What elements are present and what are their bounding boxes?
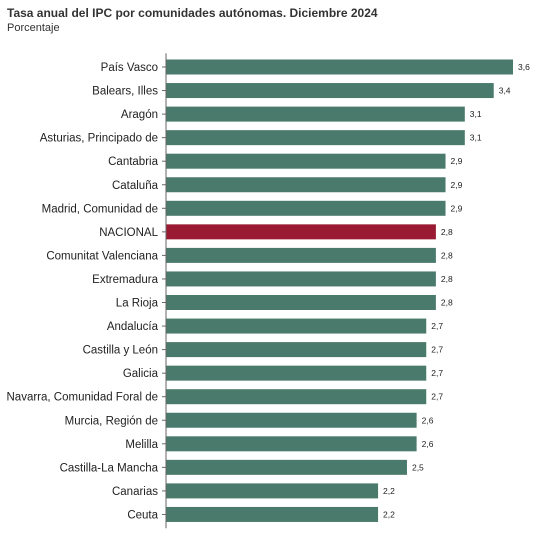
bar bbox=[166, 177, 446, 193]
value-label: 2,7 bbox=[431, 368, 443, 378]
chart-subtitle: Porcentaje bbox=[7, 22, 60, 34]
category-label: Galicia bbox=[123, 368, 159, 380]
bar bbox=[166, 365, 427, 381]
value-label: 2,9 bbox=[451, 156, 463, 166]
value-label: 3,1 bbox=[470, 109, 482, 119]
value-label: 2,9 bbox=[451, 180, 463, 190]
category-label: Extremadura bbox=[92, 274, 158, 286]
category-label: Castilla y León bbox=[83, 345, 158, 357]
bar bbox=[166, 483, 379, 499]
category-label: Balears, Illes bbox=[92, 86, 158, 98]
bar bbox=[166, 224, 436, 240]
category-label: Castilla-La Mancha bbox=[60, 462, 159, 474]
category-label: Comunitat Valenciana bbox=[46, 250, 158, 262]
bar bbox=[166, 200, 446, 216]
category-label: Ceuta bbox=[127, 509, 158, 521]
category-label: NACIONAL bbox=[99, 227, 158, 239]
category-label: Murcia, Región de bbox=[65, 415, 158, 427]
category-label: Navarra, Comunidad Foral de bbox=[7, 392, 159, 404]
bar bbox=[166, 389, 427, 405]
category-label: Cataluña bbox=[112, 180, 159, 192]
value-label: 2,9 bbox=[451, 203, 463, 213]
value-label: 2,7 bbox=[431, 345, 443, 355]
value-label: 3,6 bbox=[518, 62, 530, 72]
category-label: Canarias bbox=[112, 486, 158, 498]
chart-header: Tasa anual del IPC por comunidades autón… bbox=[7, 6, 378, 35]
value-label: 2,8 bbox=[441, 227, 453, 237]
bar bbox=[166, 412, 417, 428]
value-label: 3,4 bbox=[499, 86, 511, 96]
value-label: 2,5 bbox=[412, 462, 424, 472]
value-label: 2,6 bbox=[422, 439, 434, 449]
value-label: 2,8 bbox=[441, 298, 453, 308]
bar bbox=[166, 59, 513, 75]
bar bbox=[166, 436, 417, 452]
bar bbox=[166, 153, 446, 169]
value-label: 2,7 bbox=[431, 321, 443, 331]
value-label: 2,8 bbox=[441, 274, 453, 284]
bar bbox=[166, 271, 436, 287]
value-label: 2,8 bbox=[441, 250, 453, 260]
category-label: País Vasco bbox=[101, 62, 158, 74]
bar bbox=[166, 247, 436, 263]
bar bbox=[166, 106, 465, 122]
bar bbox=[166, 83, 494, 99]
bar bbox=[166, 459, 407, 475]
value-label: 2,2 bbox=[383, 509, 395, 519]
category-label: Aragón bbox=[121, 109, 158, 121]
value-label: 2,2 bbox=[383, 486, 395, 496]
category-label: Asturias, Principado de bbox=[40, 133, 158, 145]
bar bbox=[166, 318, 427, 334]
bar bbox=[166, 295, 436, 310]
chart-title: Tasa anual del IPC por comunidades autón… bbox=[7, 6, 378, 20]
value-label: 2,6 bbox=[422, 415, 434, 425]
category-label: La Rioja bbox=[116, 298, 159, 310]
category-label: Melilla bbox=[125, 439, 158, 451]
bar bbox=[166, 342, 427, 358]
category-label: Cantabria bbox=[108, 156, 158, 168]
bar bbox=[166, 130, 465, 146]
value-label: 3,1 bbox=[470, 133, 482, 143]
value-label: 2,7 bbox=[431, 392, 443, 402]
category-label: Madrid, Comunidad de bbox=[42, 203, 158, 215]
category-label: Andalucía bbox=[107, 321, 159, 333]
bar bbox=[166, 506, 379, 522]
